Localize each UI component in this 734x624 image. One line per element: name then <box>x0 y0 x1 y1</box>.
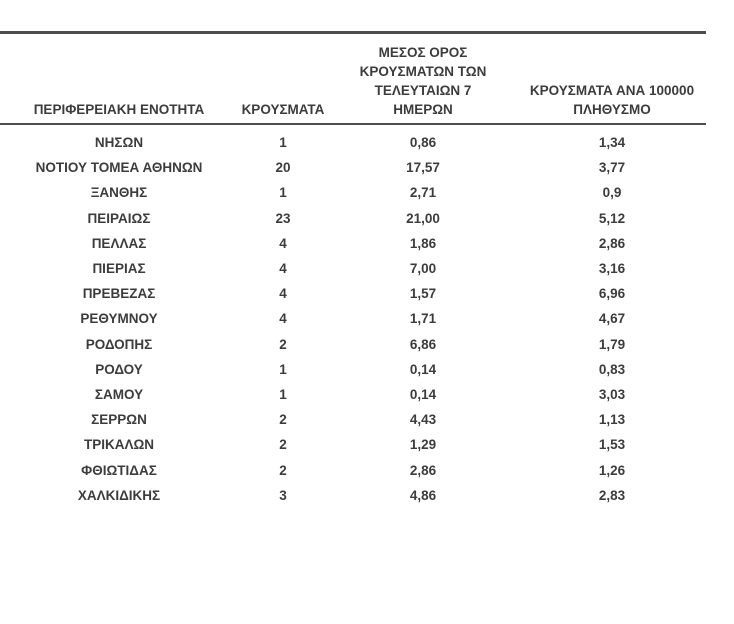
table-body: ΝΗΣΩΝ 1 0,86 1,34 ΝΟΤΙΟΥ ΤΟΜΕΑ ΑΘΗΝΩΝ 20… <box>0 125 706 508</box>
table-row: ΣΑΜΟΥ 1 0,14 3,03 <box>0 382 706 407</box>
cell-avg-cases-7-days: 0,86 <box>409 135 437 151</box>
table-row: ΞΑΝΘΗΣ 1 2,71 0,9 <box>0 180 706 205</box>
cell-cases-per-100000: 0,9 <box>602 185 622 201</box>
cell-regional-unit: ΝΗΣΩΝ <box>94 135 144 151</box>
cell-avg-cases-7-days: 0,14 <box>409 386 437 402</box>
cell-avg-cases-7-days: 0,14 <box>409 361 437 377</box>
cell-regional-unit: ΠΡΕΒΕΖΑΣ <box>82 286 156 302</box>
regional-cases-table: ΠΕΡΙΦΕΡΕΙΑΚΗ ΕΝΟΤΗΤΑ ΚΡΟΥΣΜΑΤΑ ΜΕΣΟΣ ΟΡΟ… <box>0 33 706 508</box>
cell-cases-per-100000: 2,83 <box>598 487 626 503</box>
table-row: ΠΕΛΛΑΣ 4 1,86 2,86 <box>0 231 706 256</box>
cell-avg-cases-7-days: 4,86 <box>409 487 437 503</box>
cell-avg-cases-7-days: 2,71 <box>409 185 437 201</box>
cell-cases: 2 <box>279 412 287 428</box>
top-divider <box>0 31 706 34</box>
cell-cases: 1 <box>279 135 287 151</box>
cell-cases: 2 <box>279 437 287 453</box>
cell-regional-unit: ΦΘΙΩΤΙΔΑΣ <box>81 462 157 478</box>
cell-cases: 2 <box>279 462 287 478</box>
cell-avg-cases-7-days: 2,86 <box>409 462 437 478</box>
cell-cases: 1 <box>279 386 287 402</box>
table-row: ΡΟΔΟΠΗΣ 2 6,86 1,79 <box>0 332 706 357</box>
table-row: ΠΙΕΡΙΑΣ 4 7,00 3,16 <box>0 256 706 281</box>
cell-avg-cases-7-days: 1,29 <box>409 437 437 453</box>
cell-cases: 4 <box>279 286 287 302</box>
cell-cases: 1 <box>279 185 287 201</box>
table-row: ΧΑΛΚΙΔΙΚΗΣ 3 4,86 2,83 <box>0 483 706 508</box>
cell-regional-unit: ΣΑΜΟΥ <box>94 386 144 402</box>
cell-regional-unit: ΧΑΛΚΙΔΙΚΗΣ <box>77 487 161 503</box>
cell-regional-unit: ΠΕΛΛΑΣ <box>91 235 147 251</box>
column-header-regional-unit: ΠΕΡΙΦΕΡΕΙΑΚΗ ΕΝΟΤΗΤΑ <box>33 102 205 117</box>
cell-cases: 3 <box>279 487 287 503</box>
table-row: ΝΗΣΩΝ 1 0,86 1,34 <box>0 130 706 155</box>
cell-cases-per-100000: 3,77 <box>598 160 626 176</box>
table-row: ΡΟΔΟΥ 1 0,14 0,83 <box>0 357 706 382</box>
cell-cases-per-100000: 0,83 <box>598 361 626 377</box>
cell-cases-per-100000: 5,12 <box>598 210 626 226</box>
cell-regional-unit: ΤΡΙΚΑΛΩΝ <box>83 437 155 453</box>
table-row: ΦΘΙΩΤΙΔΑΣ 2 2,86 1,26 <box>0 457 706 482</box>
table-row: ΣΕΡΡΩΝ 2 4,43 1,13 <box>0 407 706 432</box>
cell-regional-unit: ΡΟΔΟΠΗΣ <box>85 336 153 352</box>
table-row: ΤΡΙΚΑΛΩΝ 2 1,29 1,53 <box>0 432 706 457</box>
cell-cases-per-100000: 1,79 <box>598 336 626 352</box>
cell-regional-unit: ΞΑΝΘΗΣ <box>90 185 148 201</box>
cell-cases-per-100000: 1,34 <box>598 135 626 151</box>
cell-avg-cases-7-days: 17,57 <box>406 160 440 176</box>
cell-avg-cases-7-days: 6,86 <box>409 336 437 352</box>
table-row: ΡΕΘΥΜΝΟΥ 4 1,71 4,67 <box>0 306 706 331</box>
cell-cases-per-100000: 1,53 <box>598 437 626 453</box>
cell-cases-per-100000: 1,13 <box>598 412 626 428</box>
cell-avg-cases-7-days: 7,00 <box>409 261 437 277</box>
cell-cases-per-100000: 3,03 <box>598 386 626 402</box>
cell-cases: 2 <box>279 336 287 352</box>
table-row: ΠΕΙΡΑΙΩΣ 23 21,00 5,12 <box>0 206 706 231</box>
table-row: ΝΟΤΙΟΥ ΤΟΜΕΑ ΑΘΗΝΩΝ 20 17,57 3,77 <box>0 155 706 180</box>
cell-cases: 4 <box>279 235 287 251</box>
cell-cases: 1 <box>279 361 287 377</box>
cell-avg-cases-7-days: 1,86 <box>409 235 437 251</box>
cell-regional-unit: ΡΕΘΥΜΝΟΥ <box>80 311 158 327</box>
cell-regional-unit: ΝΟΤΙΟΥ ΤΟΜΕΑ ΑΘΗΝΩΝ <box>35 160 203 176</box>
cell-regional-unit: ΠΕΙΡΑΙΩΣ <box>87 210 151 226</box>
cell-cases-per-100000: 3,16 <box>598 261 626 277</box>
cell-avg-cases-7-days: 1,71 <box>409 311 437 327</box>
cell-cases-per-100000: 4,67 <box>598 311 626 327</box>
cell-avg-cases-7-days: 4,43 <box>409 412 437 428</box>
cell-cases: 20 <box>275 160 291 176</box>
cell-regional-unit: ΡΟΔΟΥ <box>95 361 143 377</box>
cell-cases-per-100000: 6,96 <box>598 286 626 302</box>
column-header-cases: ΚΡΟΥΣΜΑΤΑ <box>241 102 325 117</box>
cell-cases: 4 <box>279 311 287 327</box>
table-header-row: ΠΕΡΙΦΕΡΕΙΑΚΗ ΕΝΟΤΗΤΑ ΚΡΟΥΣΜΑΤΑ ΜΕΣΟΣ ΟΡΟ… <box>0 33 706 125</box>
cell-regional-unit: ΠΙΕΡΙΑΣ <box>92 261 146 277</box>
cell-avg-cases-7-days: 1,57 <box>409 286 437 302</box>
column-header-cases-per-100000: ΚΡΟΥΣΜΑΤΑ ΑΝΑ 100000 ΠΛΗΘΥΣΜΟ <box>529 83 695 117</box>
cell-regional-unit: ΣΕΡΡΩΝ <box>91 412 147 428</box>
column-header-avg-cases-7-days: ΜΕΣΟΣ ΟΡΟΣ ΚΡΟΥΣΜΑΤΩΝ ΤΩΝ ΤΕΛΕΥΤΑΙΩΝ 7 Η… <box>359 45 487 117</box>
table-row: ΠΡΕΒΕΖΑΣ 4 1,57 6,96 <box>0 281 706 306</box>
cell-cases: 4 <box>279 261 287 277</box>
cell-cases-per-100000: 1,26 <box>598 462 626 478</box>
cell-cases: 23 <box>275 210 291 226</box>
cell-avg-cases-7-days: 21,00 <box>406 210 440 226</box>
cell-cases-per-100000: 2,86 <box>598 235 626 251</box>
